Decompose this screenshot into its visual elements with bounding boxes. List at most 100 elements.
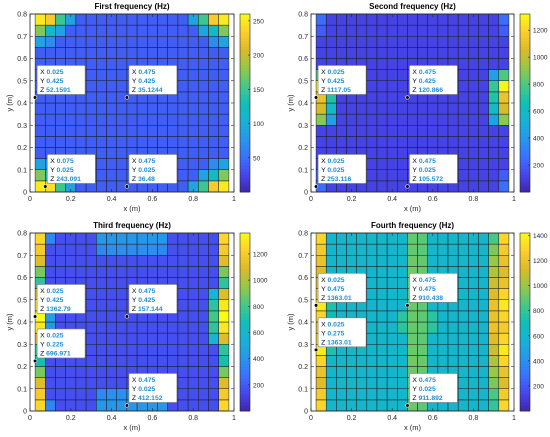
colorbar-segment [240, 384, 250, 388]
colorbar-segment [240, 162, 250, 166]
datatip-key: X [132, 69, 137, 76]
heatmap-cell [366, 399, 378, 412]
datatip-line: Z 36.48 [132, 176, 155, 183]
heatmap-cell [65, 366, 77, 378]
y-tick-label: 0.3 [298, 123, 308, 130]
heatmap-cell [315, 399, 327, 412]
heatmap-cell [187, 80, 199, 93]
y-tick-label: 0.8 [17, 12, 27, 19]
heatmap-cell [488, 277, 500, 289]
heatmap-cell [65, 136, 77, 148]
colorbar-segment [240, 37, 250, 42]
heatmap-cell [34, 158, 46, 170]
colorbar-segment [520, 304, 530, 308]
datatip-marker [313, 347, 319, 352]
datatip-key: Z [321, 87, 325, 94]
colorbar-segment [520, 366, 530, 370]
colorbar-segment [240, 189, 250, 193]
heatmap-cell [478, 80, 489, 93]
heatmap-cell [397, 36, 408, 48]
datatip-value: 0.025 [47, 332, 64, 339]
heatmap-cell [177, 24, 189, 37]
heatmap-cell [498, 147, 510, 159]
heatmap-cell [346, 47, 357, 59]
heatmap-cell [106, 80, 117, 93]
y-tick-label: 0.1 [298, 386, 308, 393]
heatmap-cell [457, 399, 469, 412]
heatmap-cell [397, 288, 408, 300]
heatmap-cell [116, 288, 128, 300]
colorbar-segment [240, 233, 250, 237]
datatip-key: Y [50, 167, 55, 174]
heatmap-cell [96, 91, 107, 104]
heatmap-cell [96, 13, 107, 26]
x-tick-label: 0.2 [66, 415, 76, 422]
datatip-value: 0.475 [138, 69, 155, 76]
heatmap-cell [356, 113, 368, 126]
colorbar-segment [520, 387, 530, 391]
datatip-key: X [412, 377, 417, 384]
heatmap-cell [376, 366, 388, 378]
heatmap-cell [498, 36, 510, 48]
heatmap-cell [177, 299, 189, 312]
datatip-marker [124, 403, 129, 408]
heatmap-cell [136, 255, 148, 267]
heatmap-cell [187, 366, 199, 378]
colorbar-segment [240, 22, 250, 27]
y-tick-label: 0.5 [298, 78, 308, 85]
heatmap-cell [315, 47, 327, 59]
heatmap-cell [366, 147, 378, 159]
heatmap-cell [75, 255, 87, 267]
heatmap-cell [45, 399, 56, 412]
colorbar-segment [240, 117, 250, 122]
heatmap-cell [106, 366, 117, 378]
y-tick-label: 0 [23, 409, 27, 416]
heatmap-cell [55, 47, 66, 59]
heatmap-cell [376, 388, 388, 401]
heatmap-cell [386, 310, 398, 323]
heatmap-cell [407, 255, 418, 267]
heatmap-cell [447, 321, 459, 334]
datatip-value: 696.971 [46, 350, 71, 357]
colorbar-segment [520, 336, 530, 341]
heatmap-cell [126, 125, 138, 137]
heatmap-cell [478, 366, 489, 378]
heatmap-cell [187, 388, 199, 401]
heatmap-cell [147, 243, 158, 256]
heatmap-cell [325, 255, 337, 267]
heatmap-cell [136, 243, 148, 256]
datatip-box [128, 373, 178, 403]
heatmap-cell [218, 113, 230, 126]
heatmap-cell [315, 255, 327, 267]
heatmap-cell [336, 102, 347, 115]
y-tick-label: 0.6 [17, 56, 27, 63]
colorbar-segment [240, 70, 250, 74]
heatmap-cell [437, 255, 449, 267]
heatmap-cell [198, 125, 209, 137]
heatmap-cell [336, 13, 347, 26]
heatmap-cell [386, 47, 398, 59]
heatmap-cell [177, 47, 189, 59]
x-tick-label: 0.8 [188, 196, 198, 203]
heatmap-cell [366, 47, 378, 59]
heatmap-cell [325, 366, 337, 378]
heatmap-cell [177, 266, 189, 278]
datatip-key: Z [132, 395, 136, 402]
heatmap-cell [34, 136, 46, 148]
heatmap-cell [198, 36, 209, 48]
colorbar-tick-label: 1200 [533, 28, 548, 35]
colorbar-segment [240, 342, 250, 347]
colorbar-segment [240, 177, 250, 181]
heatmap-cell [45, 232, 56, 245]
heatmap-cell [417, 355, 428, 367]
x-tick-label: 0.2 [66, 196, 76, 203]
heatmap-cell [356, 136, 368, 148]
y-tick-label: 0.6 [298, 275, 308, 282]
colorbar-segment [520, 180, 530, 184]
heatmap-cell [488, 388, 500, 401]
heatmap-cell [45, 388, 56, 401]
heatmap-cell [85, 58, 97, 70]
colorbar-segment [240, 289, 250, 293]
colorbar-segment [240, 55, 250, 59]
